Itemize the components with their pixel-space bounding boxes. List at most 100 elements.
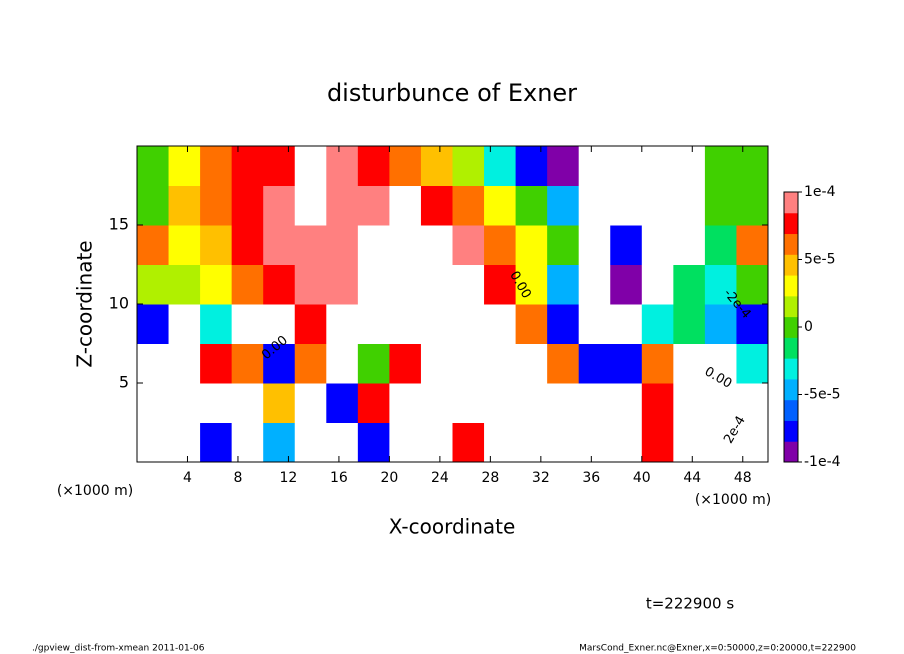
heat-cell: [168, 304, 201, 344]
colorbar-tick-label: 1e-4: [804, 184, 836, 200]
heat-cell: [389, 422, 422, 463]
colorbar-swatch: [784, 295, 798, 318]
heat-cell: [673, 146, 706, 186]
heat-cell: [452, 225, 485, 265]
heat-cell: [578, 304, 611, 344]
heat-cell: [673, 304, 706, 344]
heat-cell: [515, 225, 548, 265]
heat-cell: [452, 264, 485, 305]
heat-cell: [137, 146, 170, 186]
heat-cell: [200, 185, 233, 226]
x-tick-label: 16: [330, 470, 348, 486]
heat-cell: [168, 383, 201, 423]
x-tick-label: 40: [633, 470, 651, 486]
heat-cell: [515, 422, 548, 463]
heat-cell: [137, 225, 170, 265]
heat-cell: [704, 304, 737, 344]
heat-cell: [263, 225, 296, 265]
heat-cell: [610, 185, 643, 226]
heat-cell: [231, 304, 264, 344]
colorbar-tick-label: -5e-5: [804, 387, 841, 403]
heat-cell: [610, 422, 643, 463]
x-tick-label: 24: [431, 470, 449, 486]
heat-cell: [231, 185, 264, 226]
heat-cell: [452, 304, 485, 344]
colorbar-swatch: [784, 358, 798, 380]
heat-cell: [641, 225, 674, 265]
colorbar-swatch: [784, 378, 798, 401]
heat-cell: [704, 422, 737, 463]
heat-cell: [357, 383, 390, 423]
heat-cell: [389, 225, 422, 265]
colorbar-tick-label: 0: [804, 319, 813, 335]
heat-cell: [673, 383, 706, 423]
heat-cell: [326, 185, 359, 226]
heat-cell: [420, 422, 453, 463]
heat-cell: [547, 304, 580, 344]
heat-cell: [326, 225, 359, 265]
heat-cell: [231, 343, 264, 384]
heat-cell: [641, 422, 674, 463]
heat-cell: [547, 225, 580, 265]
heat-cell: [263, 422, 296, 463]
heat-cell: [484, 225, 517, 265]
x-tick-label: 8: [233, 470, 242, 486]
heat-cell: [641, 146, 674, 186]
heat-cell: [357, 343, 390, 384]
heat-cell: [673, 225, 706, 265]
heat-cell: [736, 383, 769, 423]
x-unit-label: (×1000 m): [57, 483, 133, 499]
heat-cell: [420, 383, 453, 423]
heat-cell: [326, 304, 359, 344]
heat-cell: [326, 343, 359, 384]
heat-cell: [515, 383, 548, 423]
heat-cell: [610, 343, 643, 384]
heat-cell: [704, 383, 737, 423]
x-tick-label: 12: [280, 470, 298, 486]
heat-cell: [515, 264, 548, 305]
heat-cell: [294, 383, 327, 423]
heat-cell: [578, 146, 611, 186]
chart-title: disturbunce of Exner: [327, 79, 577, 107]
heat-cell: [452, 343, 485, 384]
colorbar-swatch: [784, 254, 798, 276]
heat-cell: [610, 304, 643, 344]
x-tick-label: 28: [481, 470, 499, 486]
colorbar-swatch: [784, 212, 798, 235]
heat-cell: [610, 383, 643, 423]
heat-cell: [610, 264, 643, 305]
heat-cell: [263, 343, 296, 384]
heat-cell: [515, 146, 548, 186]
colorbar-tick-label: 5e-5: [804, 252, 835, 268]
colorbar-swatch: [784, 233, 798, 255]
heat-cell: [168, 185, 201, 226]
heat-cell: [263, 264, 296, 305]
y-tick-label: 5: [119, 373, 129, 392]
heat-cell: [420, 225, 453, 265]
heat-cell: [357, 264, 390, 305]
heat-cell: [200, 383, 233, 423]
heat-cell: [294, 146, 327, 186]
heat-cell: [326, 146, 359, 186]
heat-cell: [704, 185, 737, 226]
heat-cell: [547, 264, 580, 305]
heat-cell: [357, 304, 390, 344]
heat-cell: [736, 185, 769, 226]
heat-cell: [294, 422, 327, 463]
heat-cell: [704, 225, 737, 265]
heat-cell: [420, 185, 453, 226]
heat-cell: [452, 422, 485, 463]
x-unit-label: (×1000 m): [695, 492, 771, 508]
heat-cell: [515, 343, 548, 384]
heat-cell: [389, 343, 422, 384]
heat-cell: [294, 304, 327, 344]
heat-cell: [515, 185, 548, 226]
heat-cell: [231, 383, 264, 423]
x-tick-label: 44: [683, 470, 701, 486]
heat-cell: [326, 383, 359, 423]
y-tick-label: 15: [109, 215, 129, 234]
heat-cell: [578, 264, 611, 305]
colorbar-tick-label: -1e-4: [804, 454, 841, 470]
heat-cell: [547, 422, 580, 463]
